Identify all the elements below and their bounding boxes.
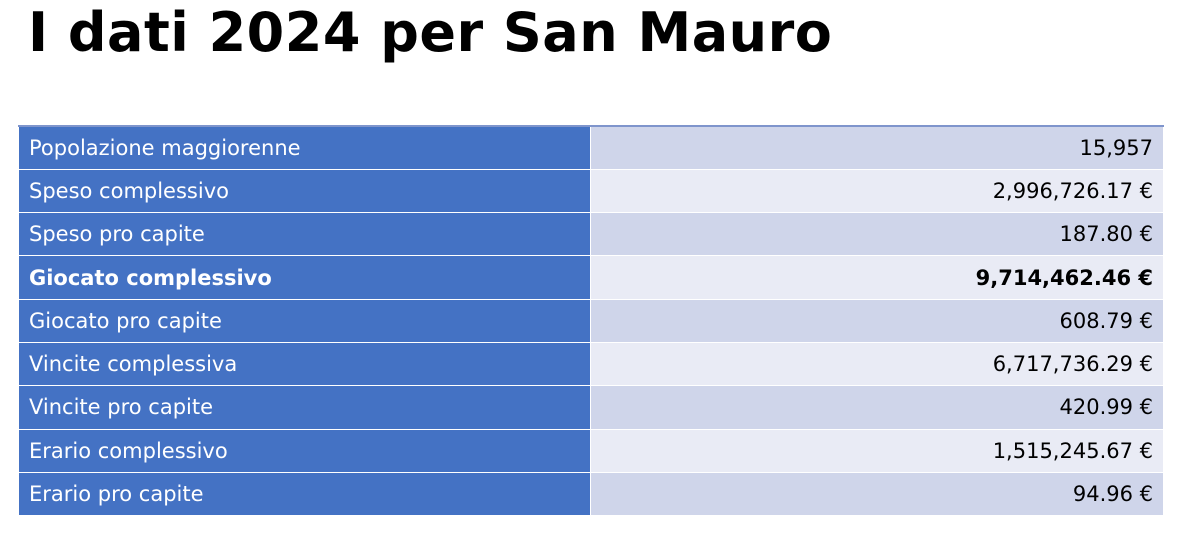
row-label: Vincite pro capite <box>18 385 591 430</box>
row-value: 420.99 € <box>590 385 1164 430</box>
table-row: Giocato complessivo 9,714,462.46 € <box>18 255 1164 300</box>
row-value: 608.79 € <box>590 299 1164 343</box>
row-value: 187.80 € <box>590 212 1164 257</box>
row-value: 9,714,462.46 € <box>590 255 1164 300</box>
row-label: Popolazione maggiorenne <box>18 126 591 170</box>
table-row: Speso complessivo 2,996,726.17 € <box>18 169 1164 214</box>
row-label: Giocato complessivo <box>18 255 591 300</box>
row-label: Speso complessivo <box>18 169 591 214</box>
row-value: 94.96 € <box>590 472 1164 517</box>
row-label: Erario pro capite <box>18 472 591 517</box>
table-row: Popolazione maggiorenne 15,957 <box>18 126 1164 170</box>
row-label: Vincite complessiva <box>18 342 591 387</box>
row-label: Speso pro capite <box>18 212 591 257</box>
table-row: Speso pro capite 187.80 € <box>18 212 1164 257</box>
table-row: Vincite pro capite 420.99 € <box>18 385 1164 430</box>
row-value: 1,515,245.67 € <box>590 429 1164 473</box>
table-row: Vincite complessiva 6,717,736.29 € <box>18 342 1164 387</box>
table-body: Popolazione maggiorenne 15,957 Speso compl… <box>18 126 1164 517</box>
title: I dati 2024 per San Mauro <box>28 1 833 64</box>
row-label: Erario complessivo <box>18 429 591 473</box>
row-value: 2,996,726.17 € <box>590 169 1164 214</box>
row-value: 6,717,736.29 € <box>590 342 1164 387</box>
table-row: Erario pro capite 94.96 € <box>18 472 1164 517</box>
table-row: Erario complessivo 1,515,245.67 € <box>18 429 1164 473</box>
table-row: Giocato pro capite 608.79 € <box>18 299 1164 343</box>
row-value: 15,957 <box>590 126 1164 170</box>
row-label: Giocato pro capite <box>18 299 591 343</box>
data-table: Popolazione maggiorenne 15,957 Speso compl… <box>18 125 1164 517</box>
